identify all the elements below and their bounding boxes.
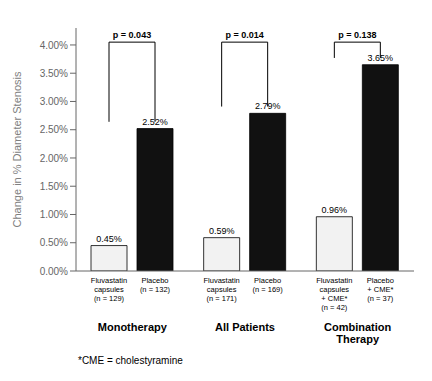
svg-text:Fluvastatincapsules(n = 171): Fluvastatincapsules(n = 171) bbox=[204, 276, 240, 303]
svg-text:CombinationTherapy: CombinationTherapy bbox=[324, 321, 391, 345]
svg-text:0.45%: 0.45% bbox=[96, 234, 122, 244]
html-text:*CME = cholestyramine: *CME = cholestyramine bbox=[78, 355, 183, 366]
svg-text:0.50%: 0.50% bbox=[40, 237, 68, 248]
svg-text:Placebo(n = 132): Placebo(n = 132) bbox=[140, 276, 171, 294]
svg-text:Placebo(n = 169): Placebo(n = 169) bbox=[253, 276, 284, 294]
svg-text:3.00%: 3.00% bbox=[40, 96, 68, 107]
svg-text:4.00%: 4.00% bbox=[40, 40, 68, 51]
svg-text:p = 0.138: p = 0.138 bbox=[338, 30, 376, 40]
svg-text:p = 0.043: p = 0.043 bbox=[113, 30, 151, 40]
svg-text:Fluvastatincapsules(n = 129): Fluvastatincapsules(n = 129) bbox=[91, 276, 127, 303]
svg-text:1.50%: 1.50% bbox=[40, 181, 68, 192]
svg-text:0.00%: 0.00% bbox=[40, 266, 68, 277]
svg-text:2.52%: 2.52% bbox=[142, 116, 168, 127]
svg-text:3.50%: 3.50% bbox=[40, 68, 68, 79]
svg-text:0.96%: 0.96% bbox=[322, 205, 348, 215]
svg-text:Placebo+ CME*(n = 37): Placebo+ CME*(n = 37) bbox=[367, 276, 394, 303]
svg-text:1.00%: 1.00% bbox=[40, 209, 68, 220]
svg-text:0.59%: 0.59% bbox=[209, 226, 235, 236]
svg-text:p = 0.014: p = 0.014 bbox=[226, 30, 264, 40]
svg-text:2.00%: 2.00% bbox=[40, 153, 68, 164]
svg-text:3.65%: 3.65% bbox=[367, 52, 394, 63]
svg-text:2.50%: 2.50% bbox=[40, 124, 68, 135]
svg-text:All Patients: All Patients bbox=[215, 321, 275, 333]
svg-text:Monotherapy: Monotherapy bbox=[98, 321, 168, 333]
svg-text:2.79%: 2.79% bbox=[254, 101, 281, 112]
svg-text:Fluvastatincapsules+ CME*(n =: Fluvastatincapsules+ CME*(n = 42) bbox=[316, 276, 352, 312]
svg-text:Change in % Diameter Stenosis: Change in % Diameter Stenosis bbox=[11, 71, 23, 227]
